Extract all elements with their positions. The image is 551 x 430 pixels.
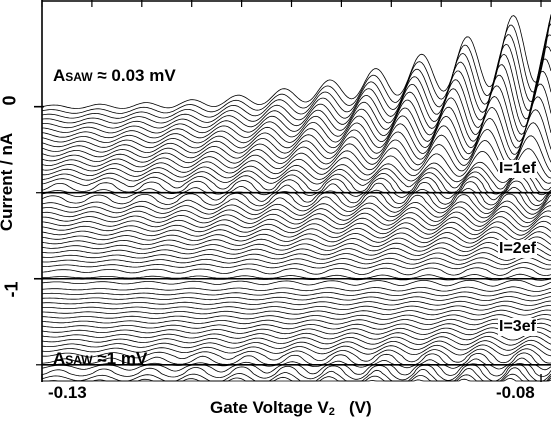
trace-line <box>41 318 551 326</box>
trace-line <box>42 314 551 321</box>
y-axis-label: Current / nA <box>0 132 17 232</box>
plateau-label-1: I=1ef <box>498 160 537 178</box>
trace-line <box>41 279 551 287</box>
y-tick-label-0: 0 <box>0 95 20 106</box>
trace-line <box>41 34 551 129</box>
trace-line <box>41 236 551 249</box>
trace-line <box>41 135 551 173</box>
trace-line <box>41 344 551 357</box>
plateau-label-2: I=2ef <box>498 240 537 258</box>
trace-line <box>41 23 551 124</box>
trace-line <box>41 161 551 184</box>
trace-line <box>41 348 551 364</box>
trace-line <box>41 96 551 155</box>
trace-line <box>41 241 551 253</box>
trace-line <box>42 210 551 228</box>
trace-line <box>41 83 551 149</box>
trace-line <box>41 165 551 191</box>
trace-line <box>41 291 551 297</box>
trace-line <box>41 251 551 261</box>
trace-line <box>41 300 551 306</box>
trace-line <box>41 175 551 196</box>
trace-line <box>41 339 551 351</box>
trace-line <box>41 205 551 224</box>
trace-line <box>41 193 551 215</box>
x-axis-label: Gate Voltage V2 (V) <box>210 398 372 418</box>
trace-line <box>41 267 551 277</box>
trace-line <box>41 331 551 341</box>
trace-line <box>41 200 551 219</box>
trace-line <box>41 273 551 280</box>
trace-line <box>42 378 551 382</box>
trace-line <box>41 70 551 144</box>
trace-line <box>41 231 551 245</box>
axes-frame <box>34 0 551 382</box>
trace-line <box>41 109 551 161</box>
annotation-amplitude-top: ASAW ≈ 0.03 mV <box>53 66 176 85</box>
trace-line <box>41 16 551 119</box>
trace-line <box>42 352 551 366</box>
trace-line <box>41 257 551 266</box>
trace-line <box>41 170 551 194</box>
trace-line <box>42 305 551 311</box>
trace-line <box>41 246 551 257</box>
trace-line <box>41 327 551 336</box>
trace-line <box>41 14 551 114</box>
y-tick-label-neg1: -1 <box>1 281 22 298</box>
annotation-amplitude-bottom: ASAW ≈1 mV <box>53 349 148 368</box>
trace-line <box>41 322 551 331</box>
trace-group <box>41 14 551 382</box>
trace-line <box>41 191 551 211</box>
trace-line <box>41 180 551 202</box>
trace-line <box>41 186 551 207</box>
trace-line <box>41 226 551 240</box>
trace-line <box>41 215 551 232</box>
trace-line <box>42 309 551 316</box>
trace-line <box>41 335 551 346</box>
trace-line <box>41 122 551 167</box>
trace-line <box>41 15 551 109</box>
trace-line <box>41 296 551 302</box>
trace-line <box>41 148 551 179</box>
trace-line <box>41 364 551 382</box>
trace-line <box>42 46 551 134</box>
plateau-label-3: I=3ef <box>498 318 537 336</box>
trace-line <box>41 220 551 236</box>
x-tick-label-left: -0.13 <box>48 383 87 402</box>
trace-line <box>41 286 551 292</box>
x-tick-label-right: -0.08 <box>496 383 535 402</box>
trace-line <box>41 58 551 139</box>
trace-line <box>42 262 551 270</box>
